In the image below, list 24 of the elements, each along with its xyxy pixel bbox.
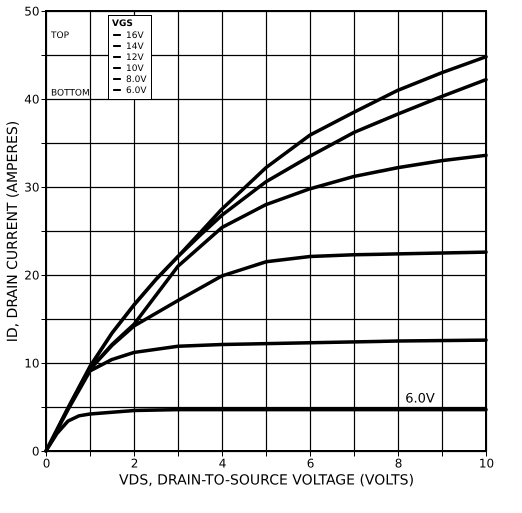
x-tick-label: 6 xyxy=(306,456,314,470)
annotation: 6.0V xyxy=(405,392,435,407)
legend-label: 6.0V xyxy=(126,86,148,96)
x-tick-label: 0 xyxy=(42,456,50,470)
legend-label: 14V xyxy=(126,42,144,52)
x-axis-title: VDS, DRAIN-TO-SOURCE VOLTAGE (VOLTS) xyxy=(118,472,414,488)
y-tick-label: 0 xyxy=(32,444,40,458)
x-tick-label: 10 xyxy=(478,456,494,470)
y-tick-label: 30 xyxy=(24,180,40,194)
annotation: BOTTOM xyxy=(51,88,90,98)
x-tick-label: 8 xyxy=(394,456,402,470)
x-tick-label: 2 xyxy=(130,456,138,470)
legend-label: 10V xyxy=(126,64,144,74)
y-tick-label: 20 xyxy=(24,268,40,282)
x-tick-label: 4 xyxy=(218,456,226,470)
y-tick-label: 40 xyxy=(24,92,40,106)
y-tick-label: 50 xyxy=(24,4,40,18)
legend-title: VGS xyxy=(112,19,133,29)
annotation: TOP xyxy=(50,31,70,41)
legend-label: 8.0V xyxy=(126,75,148,85)
legend-label: 12V xyxy=(126,53,144,63)
y-axis-title: ID, DRAIN CURRENT (AMPERES) xyxy=(5,120,22,342)
y-tick-label: 10 xyxy=(24,356,40,370)
legend-label: 16V xyxy=(126,31,144,41)
